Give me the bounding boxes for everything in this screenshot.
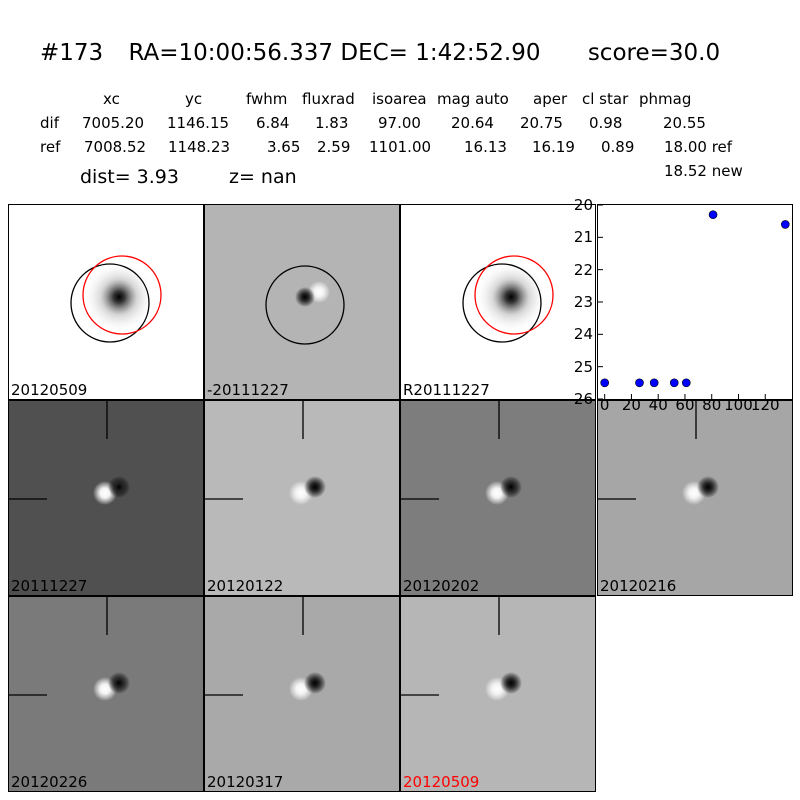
panel-date-label: 20120202 — [403, 577, 480, 595]
col-cl-star: cl star — [582, 90, 629, 108]
image-panel: 20111227 — [8, 400, 204, 596]
panel-date-label: 20120509 — [11, 381, 88, 399]
cell: 3.65 — [267, 138, 301, 156]
panel-date-label: 20111227 — [11, 577, 88, 595]
data-point — [669, 378, 679, 388]
col-xc: xc — [103, 90, 120, 108]
x-tick-label: 120 — [750, 396, 780, 414]
stamp-image — [205, 597, 326, 701]
cell: 16.13 — [464, 138, 507, 156]
x-tick-label: 80 — [702, 396, 722, 414]
col-fluxrad: fluxrad — [302, 90, 355, 108]
x-tick-label: 0 — [599, 396, 610, 414]
cell: 97.00 — [378, 114, 421, 132]
data-point — [781, 220, 790, 229]
panel-date-label: 20120226 — [11, 773, 88, 791]
cell: 7008.52 — [84, 138, 147, 156]
col-phmag: phmag — [639, 90, 692, 108]
x-tick-label: 20 — [621, 396, 641, 414]
stamp-image — [70, 255, 162, 343]
panel-date-label: 20120509 — [403, 773, 480, 791]
panel-date-label: -20111227 — [207, 381, 289, 399]
y-tick-label: 20 — [573, 196, 593, 214]
data-point — [600, 378, 609, 388]
cell: 20.64 — [451, 114, 494, 132]
x-tick-label: 40 — [648, 396, 668, 414]
row-label: dif — [40, 114, 59, 132]
col-mag-auto: mag auto — [437, 90, 509, 108]
image-panel: R20111227 — [400, 204, 596, 400]
light-curve-svg — [598, 204, 790, 400]
x-tick-label: 60 — [675, 396, 695, 414]
dist-value: dist= 3.93 — [80, 166, 179, 188]
cell: 0.89 — [601, 138, 635, 156]
row-label: ref — [40, 138, 61, 156]
coordinates: RA=10:00:56.337 DEC= 1:42:52.90 — [128, 40, 541, 66]
data-point — [682, 378, 691, 388]
cell: 20.55 — [663, 114, 706, 132]
col-yc: yc — [185, 90, 203, 108]
image-panel: 20120509 — [400, 596, 596, 792]
panel-date-label: 20120122 — [207, 577, 284, 595]
image-panel: 20120202 — [400, 400, 596, 596]
y-tick-label: 21 — [573, 228, 593, 247]
cell: 18.00 ref — [664, 138, 733, 156]
z-value: z= nan — [229, 166, 297, 188]
cell: 1.83 — [315, 114, 349, 132]
panel-date-label: R20111227 — [403, 381, 490, 399]
cell: 20.75 — [520, 114, 563, 132]
y-tick-label: 24 — [573, 325, 593, 344]
cell: 1146.15 — [167, 114, 230, 132]
phmag-new: 18.52 new — [664, 162, 743, 180]
stamp-image — [401, 401, 522, 505]
panel-date-label: 20120317 — [207, 773, 284, 791]
cell: 2.59 — [317, 138, 351, 156]
stamp-image — [9, 597, 130, 701]
y-tick-label: 26 — [573, 390, 593, 408]
image-panel: 20120509 — [8, 204, 204, 400]
data-point — [635, 378, 644, 388]
page-title: #173 RA=10:00:56.337 DEC= 1:42:52.90 sco… — [40, 40, 738, 66]
y-tick-label: 23 — [573, 293, 593, 311]
stamp-image — [9, 401, 130, 505]
candidate-id: #173 — [40, 40, 104, 66]
x-tick-label: 100 — [724, 396, 753, 414]
col-aper: aper — [533, 90, 568, 108]
stamp-image — [265, 265, 345, 345]
image-panel: 20120317 — [204, 596, 400, 792]
stamp-image — [401, 597, 522, 701]
image-panel: 20120226 — [8, 596, 204, 792]
score: score=30.0 — [587, 40, 721, 66]
image-panel: -20111227 — [204, 204, 400, 400]
data-point — [649, 378, 659, 388]
stamp-image — [598, 401, 719, 505]
col-isoarea: isoarea — [372, 90, 427, 108]
y-tick-label: 25 — [573, 357, 593, 376]
light-curve-plot — [597, 204, 793, 400]
y-tick-label: 22 — [573, 260, 593, 279]
cell: 1148.23 — [168, 138, 231, 156]
data-point — [708, 210, 718, 219]
cell: 6.84 — [256, 114, 290, 132]
cell: 1101.00 — [369, 138, 432, 156]
image-panel: 20120122 — [204, 400, 400, 596]
cell: 16.19 — [532, 138, 575, 156]
stamp-image — [205, 401, 326, 505]
panel-date-label: 20120216 — [600, 577, 677, 595]
stamp-image — [462, 255, 554, 343]
cell: 0.98 — [589, 114, 623, 132]
image-panel: 20120216 — [597, 400, 793, 596]
cell: 7005.20 — [82, 114, 145, 132]
col-fwhm: fwhm — [246, 90, 288, 108]
